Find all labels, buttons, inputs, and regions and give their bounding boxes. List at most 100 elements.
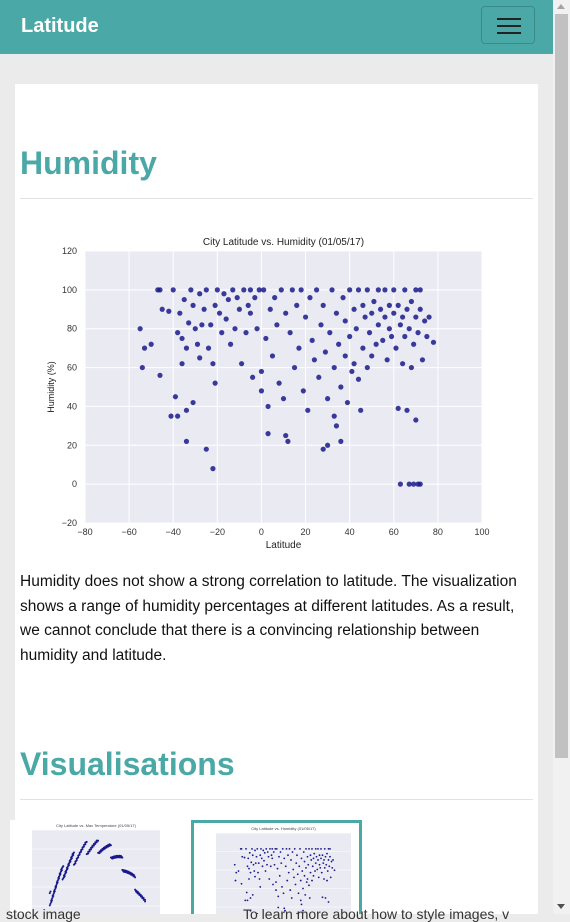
thumb-point (63, 875, 66, 878)
thumb-point (281, 847, 284, 850)
data-point (380, 337, 386, 343)
data-point (360, 302, 366, 308)
data-point (320, 302, 326, 308)
scroll-thumb[interactable] (555, 14, 568, 758)
data-point (329, 287, 335, 293)
data-point (183, 345, 190, 351)
thumb-point (309, 854, 312, 857)
thumb-point (260, 847, 262, 850)
data-point (258, 368, 265, 375)
data-point (336, 341, 342, 347)
section-title-visualisations: Visualisations (20, 746, 235, 782)
data-point (333, 423, 340, 429)
data-point (203, 446, 209, 452)
x-tick-label: −20 (210, 527, 225, 537)
data-point (177, 310, 183, 316)
humidity-thumbnail[interactable]: City Latitude vs. Humidity (01/05/17) (191, 820, 362, 914)
thumb-point (327, 901, 330, 903)
data-point (139, 364, 145, 371)
thumb-point (67, 864, 70, 867)
data-point (280, 396, 287, 402)
thumb-point (87, 852, 90, 855)
data-point (232, 326, 238, 332)
data-point (325, 442, 331, 448)
thumb-point (88, 850, 91, 853)
data-point (283, 310, 289, 316)
data-point (395, 302, 401, 308)
data-point (397, 322, 403, 328)
data-point (210, 466, 216, 472)
data-point (192, 326, 198, 332)
thumb-point (305, 847, 307, 850)
data-point (197, 355, 203, 361)
thumb-point (251, 854, 254, 857)
data-point (347, 287, 353, 293)
max-temp-thumbnail[interactable]: City Latitude vs. Max Temperature (01/05… (10, 820, 168, 914)
data-point (263, 335, 269, 342)
thumb-point (313, 852, 316, 855)
data-point (413, 287, 419, 293)
thumb-point (295, 862, 298, 865)
section-title-humidity: Humidity (20, 145, 157, 181)
data-point (210, 361, 216, 367)
thumb-point (311, 865, 314, 868)
data-point (201, 306, 207, 312)
data-point (404, 407, 410, 413)
thumb-point (256, 847, 259, 850)
menu-toggle-button[interactable] (481, 6, 535, 44)
thumb-point (303, 860, 306, 863)
data-point (351, 306, 357, 312)
x-tick-label: 0 (259, 527, 264, 537)
thumb-point (244, 899, 247, 902)
thumb-point (251, 847, 253, 850)
thumb-point (277, 895, 280, 898)
thumb-point (121, 856, 124, 859)
thumbnail-caption-right: To learn more about how to style images,… (243, 906, 510, 922)
data-point (190, 302, 196, 308)
scroll-down-arrow-icon[interactable] (557, 904, 565, 909)
thumb-point (281, 886, 283, 888)
thumb-point (274, 847, 277, 850)
thumb-point (321, 854, 324, 857)
thumb-point (56, 881, 59, 884)
y-tick-label: 40 (67, 401, 77, 411)
thumb-point (272, 851, 275, 853)
thumb-point (144, 900, 147, 903)
thumb-point (257, 871, 259, 874)
data-point (238, 361, 245, 367)
data-point (342, 318, 348, 324)
divider (20, 799, 533, 800)
thumb-point (314, 847, 317, 850)
thumb-point (53, 890, 56, 893)
thumb-point (308, 884, 310, 887)
thumb-point (74, 862, 77, 865)
data-point (369, 310, 375, 316)
humidity-description: Humidity does not show a strong correlat… (20, 573, 517, 664)
thumb-point (84, 843, 87, 846)
humidity-scatter-chart: −80 −60 −40 −20 0 20 40 60 80 100 −20 0 20 40 60 80 100 1… (46, 237, 490, 551)
thumb-point (296, 854, 298, 857)
page-scrollbar[interactable] (553, 0, 570, 914)
data-point (265, 403, 271, 410)
data-point (406, 481, 412, 487)
thumb-point (286, 879, 289, 882)
thumb-point (325, 863, 328, 866)
data-point (309, 337, 315, 343)
brand-link[interactable]: Latitude (21, 15, 99, 37)
data-point (397, 481, 403, 487)
scroll-up-arrow-icon[interactable] (557, 4, 565, 9)
thumb-point (91, 846, 94, 849)
data-point (318, 322, 324, 328)
hamburger-icon-bar-3 (497, 32, 521, 34)
data-point (300, 388, 306, 394)
thumb-point (251, 893, 254, 896)
hamburger-icon-bar-1 (497, 18, 521, 20)
data-point (190, 399, 196, 406)
thumb-point (292, 868, 295, 871)
x-tick-label: 80 (433, 527, 443, 537)
thumb-point (51, 896, 54, 899)
data-point (170, 287, 176, 293)
thumb-point (307, 863, 310, 866)
data-point (411, 341, 417, 347)
data-point (404, 306, 410, 312)
